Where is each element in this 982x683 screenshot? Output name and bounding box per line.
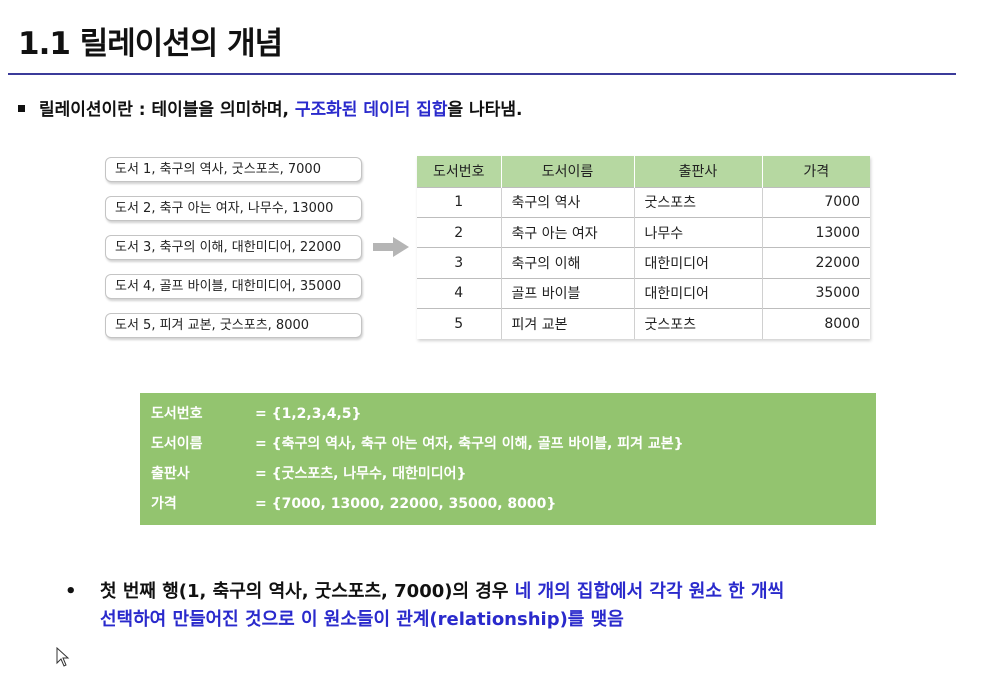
table-row: 5 피겨 교본 굿스포츠 8000 bbox=[417, 308, 870, 339]
table-cell: 축구의 이해 bbox=[501, 247, 635, 279]
domain-name: 출판사 bbox=[151, 466, 190, 482]
domain-name: 가격 bbox=[151, 496, 177, 512]
table-cell: 골프 바이블 bbox=[501, 277, 635, 309]
right-arrow-icon bbox=[373, 237, 409, 257]
table-cell: 축구 아는 여자 bbox=[501, 216, 635, 248]
definition-text-a: 릴레이션이란 : 테이블을 의미하며, bbox=[39, 100, 295, 120]
definition-bullet: 릴레이션이란 : 테이블을 의미하며, 구조화된 데이터 집합을 나타냄. bbox=[18, 95, 522, 120]
table-cell: 대한미디어 bbox=[634, 277, 763, 309]
table-cell: 3 bbox=[417, 247, 502, 279]
explanation-line-2: 선택하여 만들어진 것으로 이 원소들이 관계(relationship)를 맺… bbox=[100, 609, 624, 630]
table-cell: 4 bbox=[417, 277, 502, 309]
domain-value: = {1,2,3,4,5} bbox=[255, 406, 362, 422]
attribute-domain-box: 도서번호 = {1,2,3,4,5} 도서이름 = {축구의 역사, 축구 아는… bbox=[140, 393, 876, 525]
table-cell: 2 bbox=[417, 216, 502, 248]
table-cell: 35000 bbox=[762, 277, 870, 309]
table-cell: 22000 bbox=[762, 247, 870, 279]
definition-text-b: 을 나타냄. bbox=[447, 100, 523, 120]
table-cell: 피겨 교본 bbox=[501, 308, 635, 339]
table-cell: 7000 bbox=[762, 186, 870, 218]
definition-highlight: 구조화된 데이터 집합 bbox=[294, 100, 448, 120]
column-header: 도서번호 bbox=[417, 156, 502, 187]
table-row: 4 골프 바이블 대한미디어 35000 bbox=[417, 277, 870, 309]
mouse-cursor-icon bbox=[56, 647, 70, 667]
record-box: 도서 3, 축구의 이해, 대한미디어, 22000 bbox=[105, 235, 362, 260]
table-cell: 굿스포츠 bbox=[634, 186, 763, 218]
page-title: 1.1 릴레이션의 개념 bbox=[18, 26, 283, 62]
table-cell: 축구의 역사 bbox=[501, 186, 635, 218]
table-row: 2 축구 아는 여자 나무수 13000 bbox=[417, 216, 870, 248]
record-box: 도서 2, 축구 아는 여자, 나무수, 13000 bbox=[105, 196, 362, 221]
explanation-text: 첫 번째 행(1, 축구의 역사, 굿스포츠, 7000)의 경우 bbox=[100, 581, 515, 602]
domain-name: 도서번호 bbox=[151, 406, 203, 422]
record-box: 도서 1, 축구의 역사, 굿스포츠, 7000 bbox=[105, 157, 362, 182]
domain-value: = {굿스포츠, 나무수, 대한미디어} bbox=[255, 466, 467, 482]
table-cell: 나무수 bbox=[634, 216, 763, 248]
domain-value: = {축구의 역사, 축구 아는 여자, 축구의 이해, 골프 바이블, 피겨 … bbox=[255, 436, 684, 452]
record-box: 도서 5, 피겨 교본, 굿스포츠, 8000 bbox=[105, 313, 362, 338]
domain-name: 도서이름 bbox=[151, 436, 203, 452]
table-cell: 13000 bbox=[762, 216, 870, 248]
square-bullet-icon bbox=[18, 104, 25, 112]
title-divider bbox=[8, 73, 956, 75]
table-cell: 5 bbox=[417, 308, 502, 339]
record-box: 도서 4, 골프 바이블, 대한미디어, 35000 bbox=[105, 274, 362, 299]
explanation-line-1: 첫 번째 행(1, 축구의 역사, 굿스포츠, 7000)의 경우 네 개의 집… bbox=[100, 578, 784, 606]
column-header: 도서이름 bbox=[501, 156, 635, 187]
table-cell: 굿스포츠 bbox=[634, 308, 763, 339]
explanation-highlight: 네 개의 집합에서 각각 원소 한 개씩 bbox=[514, 581, 785, 602]
bullet-dot-icon: • bbox=[65, 581, 77, 602]
table-header-row: 도서번호 도서이름 출판사 가격 bbox=[417, 156, 870, 187]
column-header: 가격 bbox=[762, 156, 870, 187]
table-row: 3 축구의 이해 대한미디어 22000 bbox=[417, 247, 870, 279]
table-cell: 8000 bbox=[762, 308, 870, 339]
table-cell: 대한미디어 bbox=[634, 247, 763, 279]
column-header: 출판사 bbox=[634, 156, 763, 187]
table-cell: 1 bbox=[417, 186, 502, 218]
table-row: 1 축구의 역사 굿스포츠 7000 bbox=[417, 186, 870, 218]
domain-value: = {7000, 13000, 22000, 35000, 8000} bbox=[255, 496, 557, 512]
relation-table: 도서번호 도서이름 출판사 가격 1 축구의 역사 굿스포츠 7000 2 축구… bbox=[417, 156, 870, 339]
